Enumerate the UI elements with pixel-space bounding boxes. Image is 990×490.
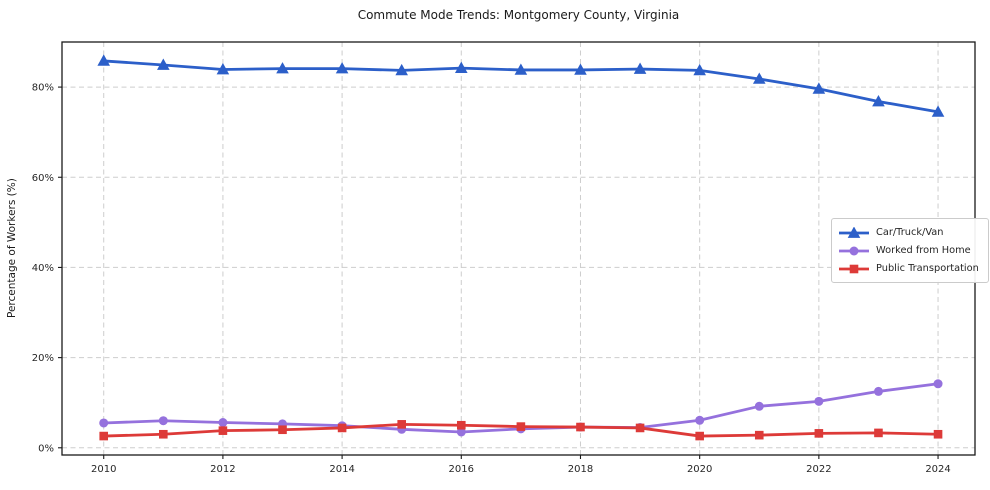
data-point-marker <box>456 427 466 437</box>
legend-item-2: Public Transportation <box>839 261 979 276</box>
legend-item-1: Worked from Home <box>839 243 979 258</box>
y-tick-label: 0% <box>38 443 54 454</box>
data-point-marker <box>754 430 764 440</box>
legend-item-label: Worked from Home <box>876 245 971 256</box>
data-point-marker <box>456 420 466 430</box>
x-tick-label: 2010 <box>91 464 116 475</box>
data-point-marker <box>395 63 408 76</box>
data-point-marker <box>872 95 885 107</box>
data-point-marker <box>157 58 170 70</box>
data-point-marker <box>335 62 349 74</box>
data-point-marker <box>99 431 109 441</box>
data-point-marker <box>397 420 406 429</box>
data-point-marker <box>97 54 111 66</box>
y-tick-label: 80% <box>32 83 54 94</box>
y-tick-label: 60% <box>32 173 54 184</box>
data-point-marker <box>695 431 704 441</box>
data-point-marker <box>873 386 883 396</box>
data-point-marker <box>576 422 585 432</box>
data-point-marker <box>278 425 287 435</box>
data-point-marker <box>99 418 109 428</box>
data-point-marker <box>635 423 645 433</box>
x-tick-label: 2014 <box>329 464 354 475</box>
data-point-marker <box>752 72 766 84</box>
data-point-marker <box>516 422 526 431</box>
legend-square-marker-icon <box>839 264 869 273</box>
data-point-marker <box>814 429 824 438</box>
legend-item-label: Car/Truck/Van <box>876 227 944 238</box>
data-point-marker <box>514 63 528 75</box>
data-point-marker <box>216 62 230 75</box>
data-point-marker <box>574 63 587 75</box>
data-point-marker <box>812 82 826 94</box>
x-tick-label: 2024 <box>925 464 950 475</box>
data-point-marker <box>454 61 468 73</box>
y-tick-label: 20% <box>32 353 54 364</box>
x-tick-label: 2018 <box>568 464 593 475</box>
data-point-marker <box>693 63 706 76</box>
data-point-marker <box>218 426 228 435</box>
data-point-marker <box>933 429 943 439</box>
chart-title: Commute Mode Trends: Montgomery County, … <box>357 8 680 22</box>
legend-triangle-marker-icon <box>839 226 869 238</box>
data-point-marker <box>159 429 168 439</box>
x-tick-label: 2012 <box>210 464 235 475</box>
data-point-marker <box>933 379 943 389</box>
x-tick-label: 2020 <box>687 464 712 475</box>
legend-item-0: Car/Truck/Van <box>839 225 979 240</box>
legend-item-label: Public Transportation <box>876 263 979 274</box>
data-point-marker <box>633 62 647 74</box>
x-tick-label: 2022 <box>806 464 831 475</box>
data-point-marker <box>695 415 705 425</box>
data-point-marker <box>931 105 945 117</box>
data-point-marker <box>874 428 883 438</box>
x-tick-label: 2016 <box>449 464 474 475</box>
y-tick-label: 40% <box>32 263 54 274</box>
data-point-marker <box>158 416 168 426</box>
legend-circle-marker-icon <box>839 246 869 255</box>
data-point-marker <box>337 423 347 433</box>
data-point-marker <box>218 418 228 428</box>
data-point-marker <box>754 401 764 411</box>
data-point-marker <box>814 396 824 406</box>
legend: Car/Truck/Van Worked from Home Public Tran… <box>831 218 989 283</box>
data-point-marker <box>276 62 289 74</box>
